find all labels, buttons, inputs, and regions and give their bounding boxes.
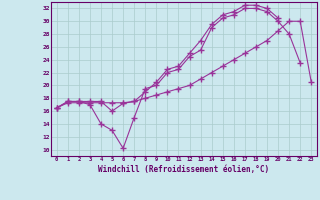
X-axis label: Windchill (Refroidissement éolien,°C): Windchill (Refroidissement éolien,°C) xyxy=(99,165,269,174)
